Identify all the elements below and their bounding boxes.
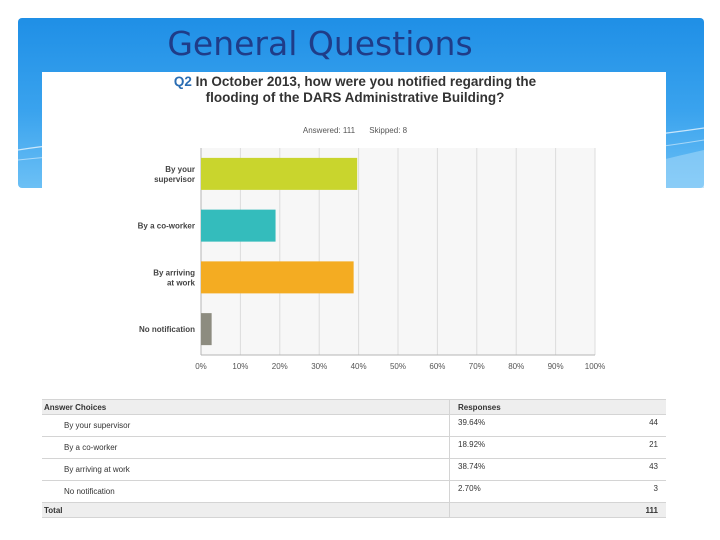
row-percent: 38.74% <box>449 458 603 481</box>
total-spacer <box>449 502 603 518</box>
row-count: 21 <box>603 436 666 459</box>
answer-table: Answer Choices Responses By your supervi… <box>42 399 666 518</box>
total-label: Total <box>42 502 450 518</box>
x-tick-label: 50% <box>390 362 406 371</box>
category-label: By a co-worker <box>138 222 195 231</box>
row-count: 44 <box>603 414 666 437</box>
answered-count: Answered: 111 <box>302 126 356 135</box>
header-answer-choices: Answer Choices <box>42 399 450 415</box>
question-number: Q2 <box>173 74 192 89</box>
table-row: No notification 2.70% 3 <box>42 480 666 503</box>
header-responses: Responses <box>449 399 666 415</box>
bar <box>201 261 354 294</box>
row-percent: 39.64% <box>449 414 603 437</box>
x-tick-label: 70% <box>469 362 485 371</box>
x-tick-label: 90% <box>548 362 564 371</box>
slide-title: General Questions <box>167 24 473 63</box>
row-count: 3 <box>603 480 666 503</box>
x-tick-label: 40% <box>351 362 367 371</box>
table-row: By your supervisor 39.64% 44 <box>42 414 666 437</box>
table-row: By a co-worker 18.92% 21 <box>42 436 666 459</box>
row-percent: 2.70% <box>449 480 603 503</box>
skipped-count: Skipped: 8 <box>369 126 408 135</box>
x-tick-label: 30% <box>311 362 327 371</box>
x-tick-label: 10% <box>232 362 248 371</box>
category-label: By arriving at work <box>153 268 195 287</box>
x-tick-label: 80% <box>508 362 524 371</box>
bar <box>201 313 212 346</box>
question-meta: Answered: 111 Skipped: 8 <box>230 126 480 135</box>
row-choice: By arriving at work <box>42 458 450 481</box>
question-text: In October 2013, how were you notified r… <box>195 74 537 105</box>
table-total-row: Total 111 <box>42 502 666 518</box>
table-row: By arriving at work 38.74% 43 <box>42 458 666 481</box>
table-header-row: Answer Choices Responses <box>42 399 666 415</box>
x-tick-label: 20% <box>272 362 288 371</box>
category-label: By your supervisor <box>154 165 195 184</box>
row-percent: 18.92% <box>449 436 603 459</box>
x-tick-label: 0% <box>195 362 207 371</box>
x-tick-label: 100% <box>585 362 605 371</box>
bar <box>201 157 358 190</box>
total-count: 111 <box>603 502 666 518</box>
question-title: Q2 In October 2013, how were you notifie… <box>170 74 540 106</box>
row-choice: By a co-worker <box>42 436 450 459</box>
row-choice: No notification <box>42 480 450 503</box>
category-label: No notification <box>139 325 195 334</box>
bar <box>201 209 276 242</box>
row-count: 43 <box>603 458 666 481</box>
x-tick-label: 60% <box>429 362 445 371</box>
row-choice: By your supervisor <box>42 414 450 437</box>
